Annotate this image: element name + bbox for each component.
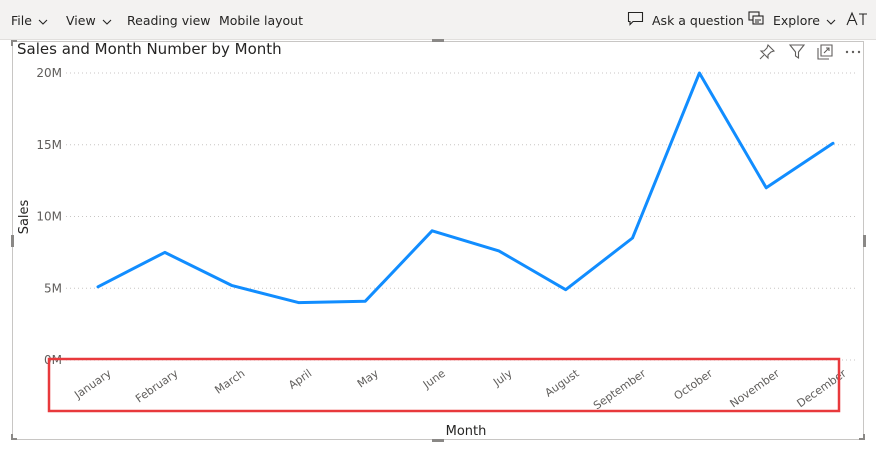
resize-handle-bottom[interactable] — [432, 439, 444, 442]
visual-header-icons — [758, 43, 868, 63]
resize-handle-top[interactable] — [432, 39, 444, 42]
text-size-button[interactable] — [846, 0, 868, 40]
resize-handle-bottom-left[interactable] — [11, 434, 17, 440]
chevron-down-icon — [38, 13, 48, 28]
chevron-down-icon — [102, 13, 112, 28]
x-tick-label: June — [420, 367, 448, 392]
x-tick-label: September — [591, 367, 649, 413]
x-tick-label: December — [795, 367, 850, 411]
view-menu-label: View — [66, 12, 96, 28]
x-axis-ticks: January February March April May June July Augu… — [71, 366, 849, 412]
x-tick-label: November — [728, 367, 783, 411]
x-tick-label: March — [212, 367, 247, 397]
gridlines — [66, 72, 858, 361]
resize-handle-right[interactable] — [863, 235, 866, 247]
focus-mode-icon[interactable] — [816, 43, 836, 63]
file-menu-label: File — [11, 12, 32, 28]
reading-view-label: Reading view — [127, 12, 211, 28]
toolbar: File View Reading view Mobile layout Ask… — [0, 0, 876, 40]
resize-handle-left[interactable] — [11, 235, 14, 247]
view-menu[interactable]: View — [66, 0, 112, 40]
series-line-sales[interactable] — [96, 71, 835, 305]
speech-bubble-icon — [627, 11, 644, 29]
ask-question-label: Ask a question — [652, 12, 744, 28]
x-axis-highlight-box — [47, 357, 841, 413]
explore-icon — [748, 10, 765, 30]
filter-icon[interactable] — [788, 43, 808, 63]
x-tick-label: February — [133, 367, 181, 406]
ask-question-button[interactable]: Ask a question — [627, 0, 744, 40]
x-tick-label: October — [672, 367, 716, 403]
more-options-icon[interactable] — [844, 43, 864, 63]
mobile-layout-button[interactable]: Mobile layout — [219, 0, 303, 40]
y-tick-label: 10M — [36, 210, 62, 224]
explore-label: Explore — [773, 12, 820, 28]
x-tick-label: April — [286, 367, 314, 392]
text-size-icon — [846, 11, 868, 30]
x-axis-title: Month — [446, 424, 487, 439]
resize-handle-top-left[interactable] — [11, 40, 17, 46]
y-axis-title: Sales — [17, 199, 32, 234]
x-tick-label: January — [71, 367, 114, 402]
file-menu[interactable]: File — [11, 0, 48, 40]
explore-menu[interactable]: Explore — [748, 0, 836, 40]
visual-title: Sales and Month Number by Month — [17, 40, 282, 58]
x-tick-label: August — [542, 366, 582, 399]
y-tick-label: 15M — [36, 138, 62, 152]
visual-container[interactable] — [12, 41, 864, 440]
y-tick-label: 5M — [44, 281, 62, 295]
reading-view-button[interactable]: Reading view — [127, 0, 211, 40]
mobile-layout-label: Mobile layout — [219, 12, 303, 28]
pin-icon[interactable] — [758, 43, 778, 63]
x-tick-label: May — [355, 367, 381, 391]
x-tick-label: July — [490, 367, 515, 390]
resize-handle-bottom-right[interactable] — [859, 434, 865, 440]
y-tick-label: 20M — [36, 66, 62, 80]
chevron-down-icon — [826, 13, 836, 28]
